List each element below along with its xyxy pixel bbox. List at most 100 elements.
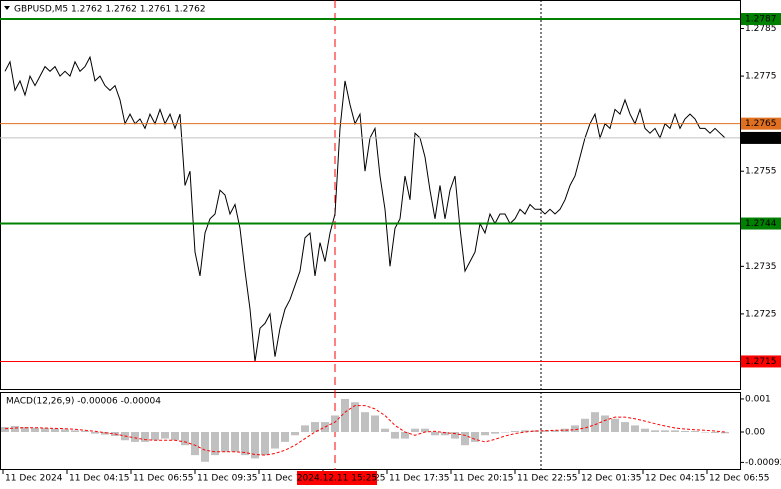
macd-panel xyxy=(0,392,741,470)
macd-bar xyxy=(581,418,589,432)
macd-bar xyxy=(541,430,549,432)
macd-bar xyxy=(521,430,529,432)
x-tick-label: 11 Dec 06:55 xyxy=(133,474,194,484)
macd-bar xyxy=(631,425,639,432)
y-tick-label: 1.2775 xyxy=(745,72,777,82)
macd-bar xyxy=(311,422,319,432)
level-label-bg xyxy=(741,355,781,368)
macd-bar xyxy=(681,431,689,432)
macd-bar xyxy=(61,429,69,432)
macd-bar xyxy=(251,431,259,459)
x-tick-label: 11 Dec 2024 xyxy=(5,474,63,484)
macd-bar xyxy=(561,428,569,432)
macd-bar xyxy=(331,415,339,432)
level-label: 1.2762 xyxy=(745,133,777,143)
macd-bar xyxy=(641,428,649,432)
chart-title: GBPUSD,M5 1.2762 1.2762 1.2761 1.2762 xyxy=(14,5,206,15)
macd-bar xyxy=(231,431,239,452)
title-icon xyxy=(4,6,10,10)
macd-bar xyxy=(721,431,729,434)
macd-bar xyxy=(71,430,79,432)
x-tick-label: 12 Dec 01:35 xyxy=(581,474,642,484)
macd-bar xyxy=(621,422,629,432)
macd-title: MACD(12,26,9) -0.00006 -0.00004 xyxy=(6,397,161,407)
cursor-label: 2024.12.11 15:25 xyxy=(297,474,377,484)
macd-bar xyxy=(431,431,439,436)
macd-bar xyxy=(491,431,499,434)
macd-bar xyxy=(41,428,49,432)
macd-bar xyxy=(21,427,29,432)
macd-bar xyxy=(451,431,459,439)
level-label-bg xyxy=(741,117,781,130)
macd-bar xyxy=(141,431,149,442)
macd-bar xyxy=(591,412,599,432)
macd-bar xyxy=(151,431,159,441)
x-tick-label: 11 Dec 04:15 xyxy=(69,474,130,484)
macd-bar xyxy=(371,415,379,432)
macd-bar xyxy=(441,431,449,436)
level-label: 1.2744 xyxy=(745,219,777,229)
macd-bar xyxy=(131,431,139,442)
level-label: 1.2715 xyxy=(745,357,777,367)
macd-bar xyxy=(341,398,349,432)
macd-bar xyxy=(551,430,559,432)
macd-bar xyxy=(511,431,519,432)
y-tick-label: 0.00 xyxy=(745,427,765,437)
y-tick-label: 1.2785 xyxy=(745,24,777,34)
level-label-bg xyxy=(741,217,781,230)
macd-bar xyxy=(351,402,359,432)
macd-bar xyxy=(421,428,429,432)
macd-bar xyxy=(501,431,509,433)
y-tick-label: 0.001 xyxy=(745,394,771,404)
macd-bar xyxy=(101,431,109,435)
macd-bar xyxy=(221,431,229,452)
level-label-bg xyxy=(741,131,781,144)
y-tick-label: 1.2735 xyxy=(745,262,777,272)
macd-bar xyxy=(401,431,409,439)
y-tick-label: -0.00092 xyxy=(745,458,781,468)
level-label: 1.2787 xyxy=(745,15,777,25)
macd-bar xyxy=(171,431,179,441)
macd-bar xyxy=(11,426,19,432)
macd-bar xyxy=(91,431,99,434)
macd-bar xyxy=(1,427,9,432)
macd-bar xyxy=(391,431,399,439)
macd-bar xyxy=(661,430,669,432)
x-tick-label: 11 Dec 12:15 xyxy=(261,474,322,484)
y-tick-label: 1.2725 xyxy=(745,309,777,319)
x-tick-label: 11 Dec 09:35 xyxy=(197,474,258,484)
macd-bar xyxy=(201,431,209,462)
macd-bar xyxy=(301,425,309,432)
x-tick-label: 11 Dec 22:55 xyxy=(517,474,578,484)
macd-bar xyxy=(161,431,169,439)
y-tick-label: 1.2755 xyxy=(745,167,777,177)
signal-line xyxy=(4,405,726,456)
macd-bar xyxy=(711,431,719,433)
macd-bar xyxy=(481,431,489,436)
macd-bar xyxy=(381,428,389,432)
macd-bar xyxy=(601,415,609,432)
x-tick-label: 12 Dec 06:55 xyxy=(709,474,770,484)
price-panel xyxy=(0,0,741,390)
macd-bar xyxy=(211,431,219,456)
x-tick-label: 11 Dec 20:15 xyxy=(453,474,514,484)
macd-bar xyxy=(271,431,279,449)
cursor-label-bg xyxy=(297,471,377,485)
macd-bar xyxy=(361,412,369,432)
macd-bar xyxy=(281,431,289,442)
macd-bar xyxy=(241,431,249,456)
macd-bar xyxy=(31,428,39,432)
macd-bar xyxy=(191,431,199,456)
x-tick-label: 11 Dec 17:35 xyxy=(389,474,450,484)
macd-bar xyxy=(261,431,269,456)
level-label-bg xyxy=(741,13,781,26)
macd-bar xyxy=(51,428,59,432)
macd-bar xyxy=(291,431,299,436)
macd-bar xyxy=(81,431,89,432)
level-label: 1.2765 xyxy=(745,119,777,129)
macd-bar xyxy=(671,430,679,432)
macd-bar xyxy=(701,431,709,433)
x-tick-label: 12 Dec 04:15 xyxy=(645,474,706,484)
